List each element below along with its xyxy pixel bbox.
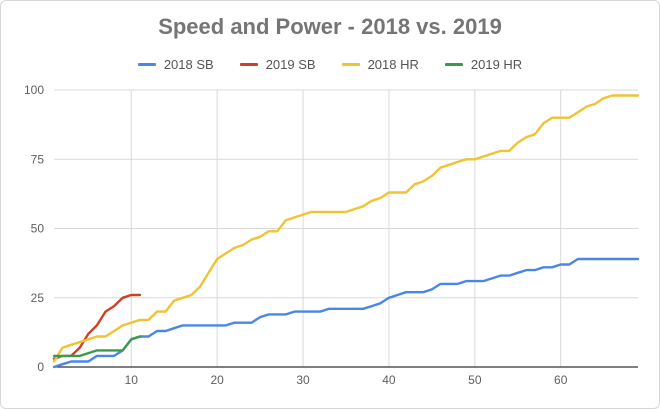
x-tick-label: 50: [468, 373, 482, 387]
legend-label: 2019 HR: [470, 57, 523, 72]
legend-item-2018-hr: 2018 HR: [341, 57, 419, 72]
chart-legend: 2018 SB 2019 SB 2018 HR 2019 HR: [0, 57, 660, 72]
y-tick-label: 100: [24, 83, 44, 97]
legend-swatch: [137, 63, 156, 66]
x-tick-label: 10: [125, 373, 139, 387]
y-tick-label: 0: [37, 360, 44, 374]
series-line-2019-hr: [52, 335, 142, 358]
legend-label: 2018 HR: [367, 57, 419, 72]
series-line-2018-hr: [52, 94, 640, 363]
legend-swatch: [239, 63, 258, 66]
legend-swatch: [341, 63, 360, 66]
x-tick-label: 30: [296, 373, 310, 387]
series-line-2018-sb: [52, 257, 640, 369]
legend-swatch: [444, 63, 463, 66]
y-tick-label: 25: [31, 291, 45, 305]
x-tick-label: 60: [554, 373, 568, 387]
legend-item-2019-sb: 2019 SB: [239, 57, 316, 72]
legend-item-2019-hr: 2019 HR: [444, 57, 523, 72]
chart-title: Speed and Power - 2018 vs. 2019: [158, 14, 502, 39]
y-tick-label: 75: [31, 152, 45, 166]
legend-label: 2018 SB: [163, 57, 214, 72]
legend-label: 2019 SB: [265, 57, 316, 72]
x-tick-label: 20: [210, 373, 224, 387]
legend-item-2018-sb: 2018 SB: [137, 57, 214, 72]
x-tick-label: 40: [382, 373, 396, 387]
series-line-2019-sb: [52, 293, 142, 360]
y-tick-label: 50: [31, 222, 45, 236]
